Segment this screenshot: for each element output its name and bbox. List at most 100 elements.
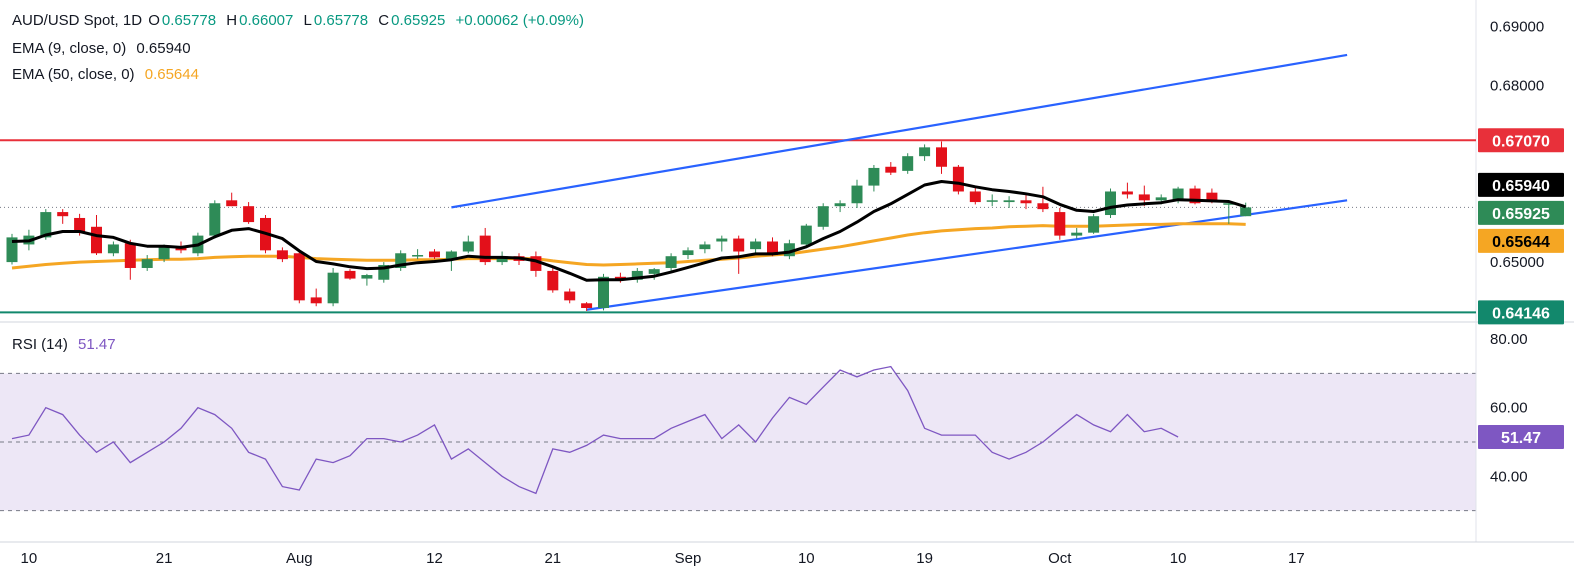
candle-body — [767, 241, 778, 256]
candle-body — [1037, 203, 1049, 210]
candle-body — [226, 200, 238, 207]
candle-body — [344, 270, 356, 279]
high-label: H — [226, 12, 238, 29]
candle-body — [1138, 194, 1150, 201]
resistance-price-tag: 0.67070 — [1478, 128, 1564, 153]
low-value: 0.65778 — [313, 12, 369, 29]
candle — [462, 235, 474, 254]
candle-body — [462, 241, 474, 252]
candle-body — [74, 217, 86, 232]
support-price-tag: 0.64146 — [1478, 300, 1564, 325]
close-price-tag: 0.65925 — [1478, 200, 1564, 225]
candle — [682, 247, 694, 260]
candle-body — [124, 243, 136, 268]
candle — [429, 249, 440, 260]
candle-body — [445, 251, 457, 260]
candle — [124, 239, 136, 280]
candle-body — [378, 265, 390, 280]
ema9-price-tag-box — [1478, 172, 1564, 197]
candle-body — [107, 244, 119, 254]
rsi-pane — [11, 365, 1179, 495]
close-price-tag-box — [1478, 200, 1564, 225]
candle — [1003, 196, 1015, 208]
candle-body — [851, 185, 863, 204]
ema50-price-tag: 0.65644 — [1478, 228, 1564, 253]
candle — [919, 144, 931, 161]
ema9-label: EMA (9, close, 0) — [12, 40, 127, 57]
candle-body — [665, 256, 677, 268]
candle-body — [885, 166, 897, 173]
candle — [310, 288, 322, 307]
candle — [1037, 186, 1049, 213]
symbol-label[interactable]: AUD/USD Spot, 1D — [12, 12, 143, 29]
candle-body — [817, 206, 829, 227]
candle — [868, 165, 880, 192]
candle — [800, 223, 812, 248]
candle — [344, 269, 356, 280]
candle-body — [327, 272, 339, 304]
ema9-legend[interactable]: EMA (9, close, 0) 0.65940 — [12, 40, 193, 57]
high-value: 0.66007 — [239, 12, 294, 29]
channel-lower-line — [586, 199, 1348, 311]
candle — [648, 267, 660, 280]
candle-body — [682, 250, 694, 256]
candle-body — [919, 147, 931, 157]
candle-body — [868, 167, 880, 186]
candle-body — [40, 212, 52, 238]
candle-body — [395, 253, 407, 268]
candle — [1240, 202, 1252, 217]
candle — [750, 238, 762, 254]
candle — [851, 179, 863, 208]
candle — [1088, 213, 1100, 234]
candle-body — [1054, 212, 1066, 236]
candle — [1223, 200, 1235, 224]
candle — [361, 273, 373, 286]
candle-body — [800, 225, 812, 245]
candle — [733, 235, 745, 274]
reference-levels — [0, 139, 1476, 314]
rsi-tick-label: 40.00 — [1490, 468, 1528, 485]
candle-body — [581, 303, 593, 308]
candle — [530, 251, 542, 277]
low-label: L — [303, 12, 312, 29]
candle-body — [276, 250, 288, 260]
rsi-background — [0, 372, 1476, 512]
candle-body — [783, 243, 795, 257]
candle — [243, 202, 255, 224]
candle — [783, 239, 795, 260]
candle-body — [1105, 191, 1116, 216]
price-axis[interactable]: 0.69000 0.68000 0.65000 80.00 60.00 40.00 0.67… — [1478, 19, 1564, 486]
time-tick-label: Oct — [1048, 550, 1072, 567]
time-axis[interactable]: 10 21 Aug 12 21 Sep 10 19 Oct 10 17 — [21, 550, 1305, 567]
candle — [936, 141, 947, 174]
candle-body — [1155, 197, 1167, 201]
rsi-value-tag: 51.47 — [1478, 424, 1564, 449]
ema50-label: EMA (50, close, 0) — [12, 66, 135, 83]
candle — [1071, 227, 1083, 239]
candle-body — [986, 200, 998, 202]
candle-body — [293, 253, 305, 301]
candle — [969, 185, 981, 205]
candle-body — [902, 156, 914, 171]
candle — [395, 250, 407, 271]
candle — [885, 162, 897, 176]
candle-body — [1003, 200, 1015, 203]
candle-body — [631, 270, 643, 280]
ema50-legend[interactable]: EMA (50, close, 0) 0.65644 — [12, 66, 201, 83]
candle-body — [158, 247, 170, 260]
candles[interactable] — [6, 141, 1252, 311]
time-tick-label: Aug — [286, 550, 313, 567]
time-tick-label: 21 — [544, 550, 561, 567]
candle — [564, 288, 576, 304]
channel-upper-line — [451, 53, 1348, 209]
candle-body — [750, 241, 762, 250]
time-tick-label: Sep — [675, 550, 702, 567]
candle-body — [648, 269, 660, 274]
candle-body — [1223, 203, 1235, 205]
rsi-legend[interactable]: RSI (14) 51.47 — [12, 336, 118, 353]
ema9-path — [11, 180, 1247, 282]
price-tick-label: 0.68000 — [1490, 78, 1544, 95]
time-tick-label: 17 — [1288, 550, 1305, 567]
candle-body — [429, 251, 440, 258]
